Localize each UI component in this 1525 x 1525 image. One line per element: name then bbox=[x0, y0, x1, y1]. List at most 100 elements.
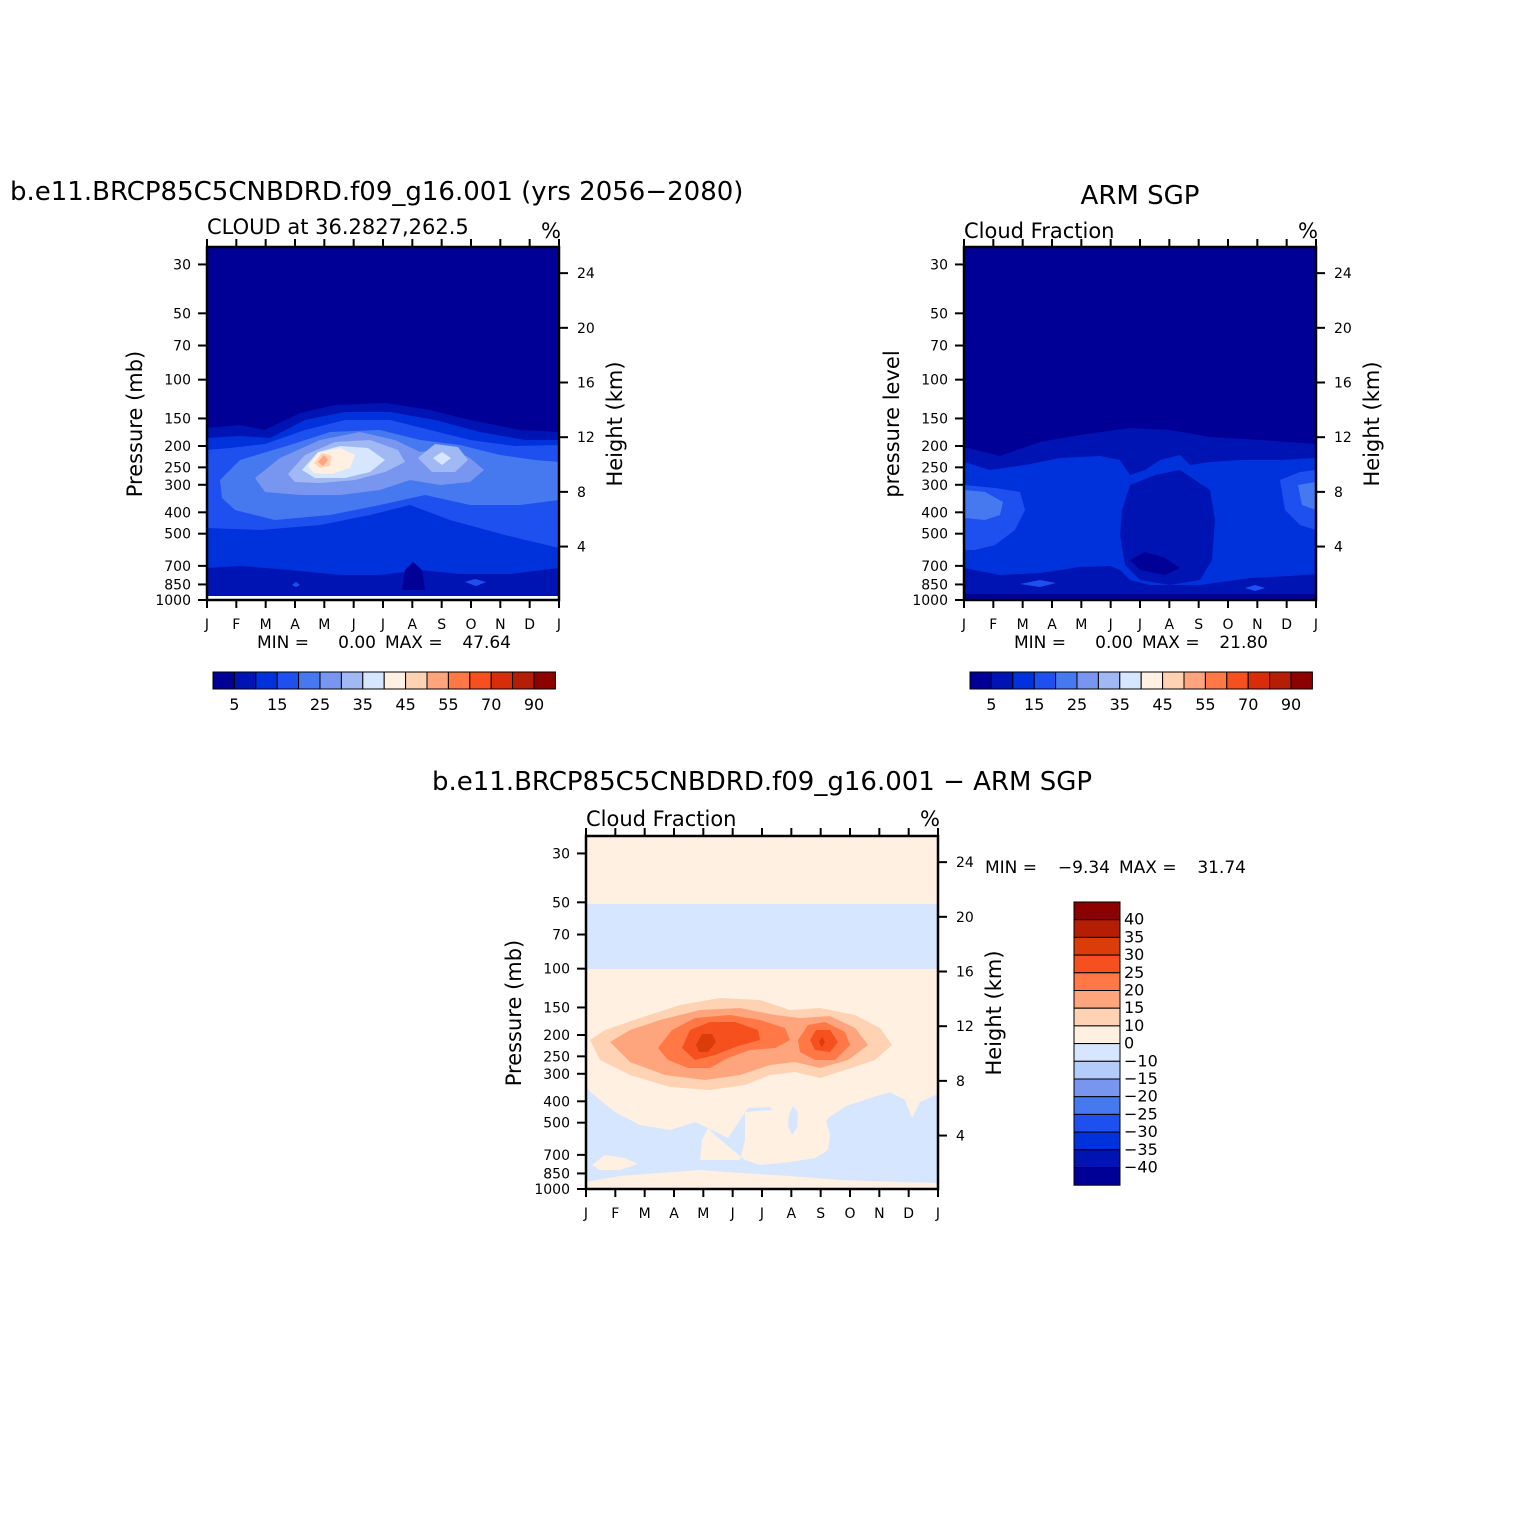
y2-tick-label: 8 bbox=[956, 1074, 965, 1090]
colorbar-label: 40 bbox=[1124, 910, 1144, 929]
y-tick-label: 30 bbox=[930, 257, 948, 273]
y2-tick-label: 16 bbox=[577, 376, 595, 392]
y-tick-label: 70 bbox=[930, 339, 948, 355]
colorbar-swatch bbox=[233, 671, 257, 690]
panel-model-colorbar: 5 15 25 35 45 55 70 90 bbox=[212, 671, 556, 714]
contour-fill bbox=[1020, 580, 1265, 591]
y2-tick-label: 4 bbox=[956, 1129, 965, 1145]
y-tick-label: 150 bbox=[921, 411, 948, 427]
contour-fill bbox=[1130, 552, 1180, 575]
colorbar-swatch bbox=[1073, 1043, 1121, 1062]
y-tick-label: 850 bbox=[164, 577, 191, 593]
y-tick-label: 300 bbox=[164, 478, 191, 494]
colorbar-swatch bbox=[1073, 1025, 1121, 1045]
colorbar-label: −30 bbox=[1124, 1122, 1158, 1141]
panel-obs-axes: J F M A M J J A S O N D J 30 50 70 100 150 200 250 300 400 500… bbox=[912, 239, 1352, 633]
panel-obs-title: ARM SGP bbox=[1081, 181, 1200, 211]
y-tick-label: 400 bbox=[921, 505, 948, 521]
colorbar-label: 90 bbox=[524, 695, 544, 714]
y-tick-label: 50 bbox=[552, 895, 570, 911]
colorbar-swatch bbox=[490, 671, 514, 690]
x-tick-label: J bbox=[730, 1206, 735, 1222]
contour-fill bbox=[592, 1155, 638, 1170]
panel-model-max-label: MAX = bbox=[385, 633, 443, 653]
colorbar-swatch bbox=[1073, 954, 1121, 974]
y-tick-label: 700 bbox=[921, 559, 948, 575]
colorbar-swatch bbox=[1073, 1078, 1121, 1098]
panel-diff-title: b.e11.BRCP85C5CNBDRD.f09_g16.001 − ARM S… bbox=[432, 767, 1092, 797]
colorbar-label: −25 bbox=[1124, 1104, 1158, 1123]
y-tick-label: 50 bbox=[173, 306, 191, 322]
colorbar-swatch bbox=[969, 671, 992, 690]
y2-tick-label: 24 bbox=[577, 266, 595, 282]
y-tick-label: 1000 bbox=[912, 593, 948, 609]
x-tick-label: D bbox=[1281, 617, 1292, 633]
colorbar-label: 35 bbox=[353, 695, 373, 714]
colorbar-swatch bbox=[533, 671, 556, 690]
colorbar-swatch bbox=[990, 671, 1014, 690]
panel-diff: b.e11.BRCP85C5CNBDRD.f09_g16.001 − ARM S… bbox=[432, 767, 1246, 1222]
colorbar-label: −20 bbox=[1124, 1087, 1158, 1106]
colorbar-label: 35 bbox=[1124, 927, 1144, 946]
y-tick-label: 70 bbox=[552, 928, 570, 944]
panel-model-contours bbox=[207, 247, 559, 600]
x-tick-label: A bbox=[1165, 617, 1175, 633]
y-tick-label: 70 bbox=[173, 339, 191, 355]
panel-diff-units: % bbox=[920, 807, 940, 831]
colorbar-swatch bbox=[1290, 671, 1313, 690]
y-tick-label: 100 bbox=[164, 373, 191, 389]
colorbar-label: 30 bbox=[1124, 945, 1144, 964]
colorbar-label: 35 bbox=[1110, 695, 1130, 714]
x-tick-label: F bbox=[611, 1206, 619, 1222]
panel-obs-subtitle: Cloud Fraction bbox=[964, 219, 1115, 243]
contour-fill bbox=[207, 566, 559, 600]
x-tick-label: S bbox=[1194, 617, 1203, 633]
y-tick-label: 250 bbox=[164, 460, 191, 476]
x-tick-label: O bbox=[465, 617, 476, 633]
colorbar-swatch bbox=[1055, 671, 1078, 690]
colorbar-swatch bbox=[212, 671, 235, 690]
x-tick-label: A bbox=[787, 1206, 797, 1222]
panel-diff-min-value: −9.34 bbox=[1058, 858, 1110, 878]
colorbar-swatch bbox=[383, 671, 407, 690]
x-tick-label: M bbox=[1075, 617, 1087, 633]
colorbar-swatch bbox=[1269, 671, 1292, 690]
x-tick-label: A bbox=[669, 1206, 679, 1222]
x-tick-label: N bbox=[874, 1206, 884, 1222]
y-tick-label: 700 bbox=[164, 559, 191, 575]
x-tick-label: M bbox=[639, 1206, 651, 1222]
x-tick-label: O bbox=[844, 1206, 855, 1222]
x-tick-label: N bbox=[495, 617, 505, 633]
x-tick-label: J bbox=[1108, 617, 1113, 633]
colorbar-label: −40 bbox=[1124, 1158, 1158, 1177]
x-tick-label: F bbox=[232, 617, 240, 633]
colorbar-swatch bbox=[1033, 671, 1057, 690]
colorbar-swatch bbox=[469, 671, 492, 690]
colorbar-swatch bbox=[1226, 671, 1249, 690]
colorbar-swatch bbox=[1073, 990, 1121, 1009]
colorbar-swatch bbox=[1073, 1096, 1121, 1115]
y2-tick-label: 20 bbox=[577, 321, 595, 337]
colorbar-swatch bbox=[1012, 671, 1035, 690]
y-tick-label: 500 bbox=[164, 527, 191, 543]
contour-fill bbox=[207, 596, 559, 600]
panel-obs-y2label: Height (km) bbox=[1360, 361, 1384, 486]
y2-tick-label: 16 bbox=[956, 965, 974, 981]
x-tick-label: S bbox=[437, 617, 446, 633]
y-tick-label: 300 bbox=[543, 1067, 570, 1083]
colorbar-label: 10 bbox=[1124, 1016, 1144, 1035]
y2-tick-label: 24 bbox=[1334, 266, 1352, 282]
colorbar-swatch bbox=[1073, 1167, 1121, 1186]
y2-tick-label: 16 bbox=[1334, 376, 1352, 392]
colorbar-swatch bbox=[1076, 671, 1099, 690]
colorbar-label: 15 bbox=[267, 695, 287, 714]
y2-tick-label: 20 bbox=[956, 910, 974, 926]
x-tick-label: O bbox=[1222, 617, 1233, 633]
colorbar-swatch bbox=[1140, 671, 1164, 690]
y-tick-label: 30 bbox=[552, 846, 570, 862]
colorbar-swatch bbox=[255, 671, 278, 690]
y-tick-label: 1000 bbox=[534, 1182, 570, 1198]
x-tick-label: J bbox=[351, 617, 356, 633]
